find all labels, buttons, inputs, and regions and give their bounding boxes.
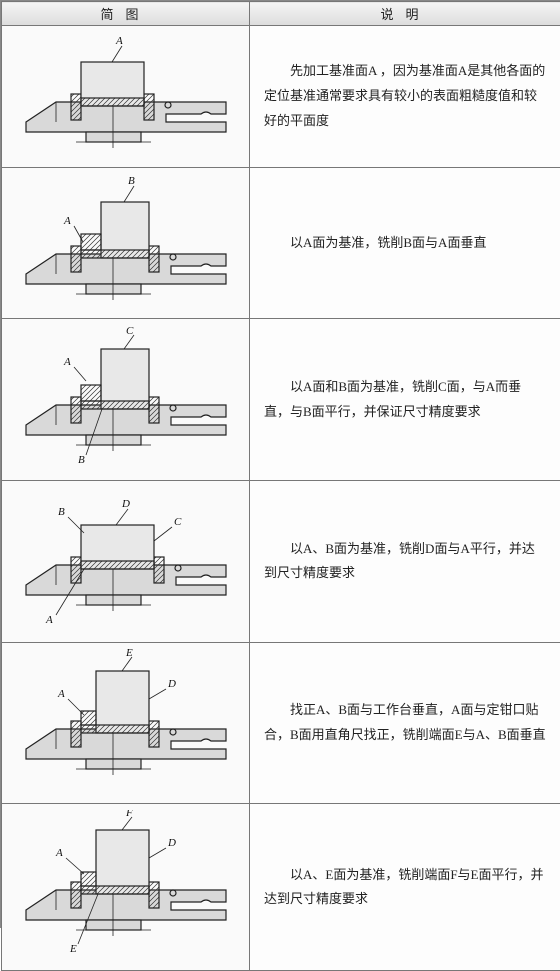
diagram-6: A D E F <box>2 804 250 971</box>
label-E: E <box>125 649 133 659</box>
header-row: 简图 说明 <box>2 2 560 26</box>
diagram-4: A B C D <box>2 481 250 643</box>
table-row: A B C D 以A、B面为基准，铣削D面与A平行，并达到尺寸精度要求 <box>2 481 560 643</box>
label-D: D <box>121 498 130 510</box>
label-E: E <box>69 943 77 955</box>
label-B: B <box>128 175 135 187</box>
diagram-svg-1: A <box>16 32 236 152</box>
header-diagram: 简图 <box>2 2 250 26</box>
table-row: A B C 以A面和B面为基准，铣削C面，与A而垂直，与B面平行，并保证尺寸精度… <box>2 319 560 481</box>
label-A: A <box>45 614 53 626</box>
diagram-svg-3: A B C <box>16 325 236 465</box>
diagram-svg-5: A D E <box>16 649 236 789</box>
desc-6: 以A、E面为基准，铣削端面F与E面平行，并达到尺寸精度要求 <box>250 804 560 971</box>
desc-4: 以A、B面为基准，铣削D面与A平行，并达到尺寸精度要求 <box>250 481 560 643</box>
diagram-svg-4: A B C D <box>16 487 236 627</box>
process-table: 简图 说明 <box>1 1 560 971</box>
desc-1: 先加工基准面A ，因为基准面A是其他各面的定位基准通常要求具有较小的表面粗糙度值… <box>250 26 560 168</box>
label-A: A <box>63 356 71 368</box>
label-B: B <box>78 454 85 465</box>
diagram-svg-2: A B <box>16 174 236 304</box>
diagram-1: A <box>2 26 250 168</box>
label-F: F <box>125 810 133 819</box>
label-A: A <box>115 35 123 47</box>
diagram-svg-6: A D E F <box>16 810 236 955</box>
label-D: D <box>167 678 176 690</box>
label-A: A <box>55 847 63 859</box>
label-A: A <box>63 215 71 227</box>
desc-2: 以A面为基准，铣削B面与A面垂直 <box>250 167 560 319</box>
table-row: A B 以A面为基准，铣削B面与A面垂直 <box>2 167 560 319</box>
label-A: A <box>57 688 65 700</box>
label-B: B <box>58 506 65 518</box>
table-row: A D E F 以A、E面为基准，铣削端面F与E面平行，并达到尺寸精度要求 <box>2 804 560 971</box>
desc-5: 找正A、B面与工作台垂直，A面与定钳口贴合，B面用直角尺找正，铣削端面E与A、B… <box>250 642 560 804</box>
header-desc: 说明 <box>250 2 560 26</box>
diagram-2: A B <box>2 167 250 319</box>
label-C: C <box>126 325 134 337</box>
table-row: A D E 找正A、B面与工作台垂直，A面与定钳口贴合，B面用直角尺找正，铣削端… <box>2 642 560 804</box>
desc-3: 以A面和B面为基准，铣削C面，与A而垂直，与B面平行，并保证尺寸精度要求 <box>250 319 560 481</box>
diagram-3: A B C <box>2 319 250 481</box>
diagram-5: A D E <box>2 642 250 804</box>
label-D: D <box>167 837 176 849</box>
label-C: C <box>174 516 182 528</box>
table-row: A 先加工基准面A ，因为基准面A是其他各面的定位基准通常要求具有较小的表面粗糙… <box>2 26 560 168</box>
